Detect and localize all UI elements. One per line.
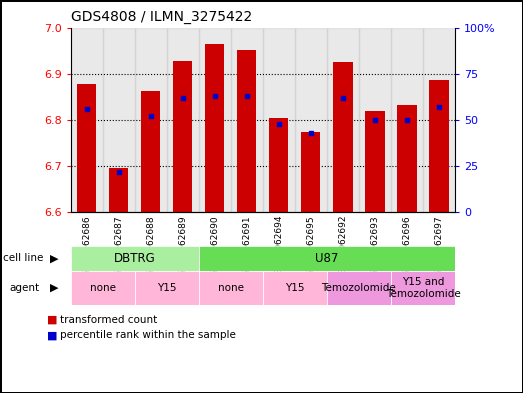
Bar — [423, 28, 455, 212]
Bar — [269, 118, 288, 212]
Bar — [365, 110, 384, 212]
Bar — [237, 50, 256, 212]
Text: percentile rank within the sample: percentile rank within the sample — [60, 330, 236, 340]
Bar — [263, 28, 295, 212]
Bar — [295, 28, 327, 212]
Bar — [327, 28, 359, 212]
Bar — [173, 61, 192, 212]
Text: ■: ■ — [47, 330, 58, 340]
Bar — [71, 271, 135, 305]
Bar — [199, 271, 263, 305]
Bar — [103, 28, 134, 212]
Bar — [71, 28, 103, 212]
Text: GDS4808 / ILMN_3275422: GDS4808 / ILMN_3275422 — [71, 10, 252, 24]
Bar — [205, 44, 224, 212]
Bar — [71, 246, 199, 271]
Text: ▶: ▶ — [50, 253, 58, 263]
Bar — [391, 271, 455, 305]
Bar — [359, 28, 391, 212]
Bar — [397, 105, 416, 212]
Bar — [134, 28, 167, 212]
Bar — [231, 28, 263, 212]
Text: Y15: Y15 — [285, 283, 304, 293]
Bar — [167, 28, 199, 212]
Bar — [77, 84, 96, 212]
Text: Temozolomide: Temozolomide — [322, 283, 396, 293]
Bar — [199, 28, 231, 212]
Text: ■: ■ — [47, 314, 58, 325]
Text: none: none — [218, 283, 244, 293]
Bar — [327, 271, 391, 305]
Text: Y15: Y15 — [157, 283, 176, 293]
Bar — [333, 62, 353, 212]
Bar — [135, 271, 199, 305]
Bar — [199, 246, 455, 271]
Text: DBTRG: DBTRG — [114, 252, 155, 265]
Text: transformed count: transformed count — [60, 314, 157, 325]
Bar — [141, 91, 160, 212]
Text: ▶: ▶ — [50, 283, 58, 293]
Text: none: none — [89, 283, 116, 293]
Bar — [391, 28, 423, 212]
Bar — [429, 80, 449, 212]
Text: cell line: cell line — [3, 253, 43, 263]
Bar — [301, 132, 321, 212]
Text: U87: U87 — [315, 252, 338, 265]
Text: Y15 and
Temozolomide: Y15 and Temozolomide — [385, 277, 460, 299]
Bar — [109, 168, 128, 212]
Bar — [263, 271, 327, 305]
Text: agent: agent — [9, 283, 40, 293]
